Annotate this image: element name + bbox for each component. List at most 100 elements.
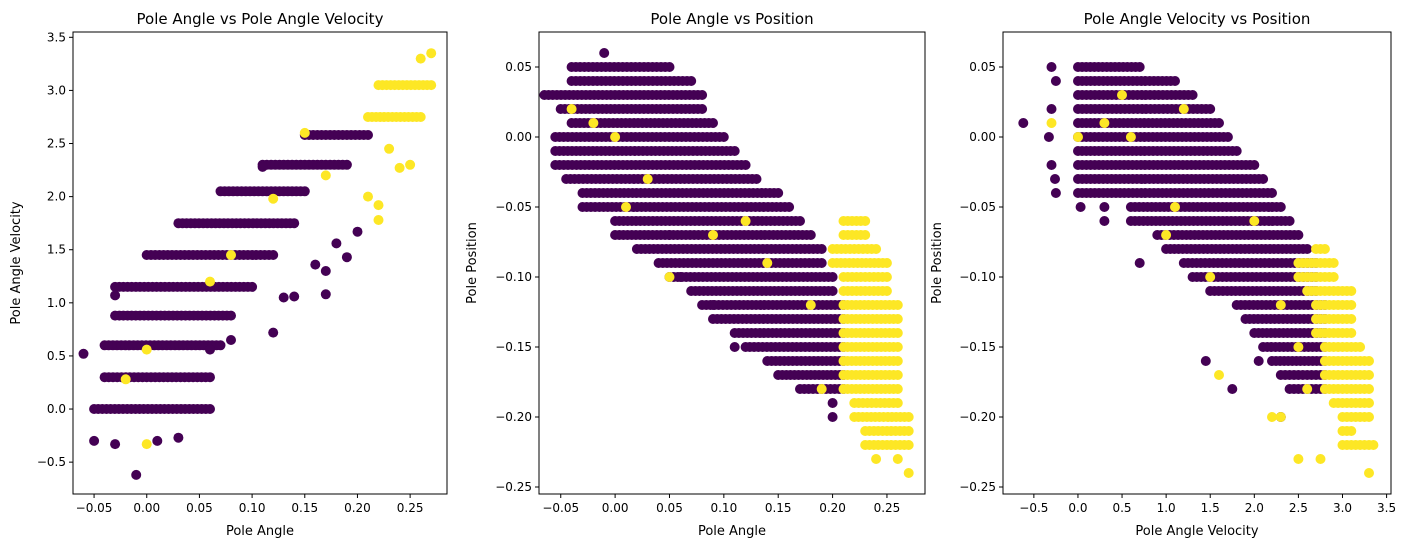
point-class-1-band10-10 bbox=[1364, 384, 1374, 394]
point-class-0-band3-28 bbox=[226, 310, 236, 321]
point-class-1-2 bbox=[903, 468, 914, 478]
point-class-1-3 bbox=[373, 200, 384, 211]
point-class-0-band9-47 bbox=[773, 188, 784, 198]
point-class-1-band12-6 bbox=[1364, 412, 1374, 422]
y-tick-label: −0.10 bbox=[495, 270, 532, 284]
x-tick-label: 2.5 bbox=[1289, 501, 1308, 515]
point-class-1-1 bbox=[1315, 454, 1326, 464]
x-axis-label-2: Pole Angle bbox=[698, 524, 766, 539]
x-tick-label: 1.5 bbox=[1201, 501, 1220, 515]
subplot-angle-vs-velocity: Pole Angle vs Pole Angle Velocity Pole A… bbox=[9, 10, 448, 539]
y-tick-label: −0.05 bbox=[495, 200, 532, 214]
point-class-0-band12-47 bbox=[805, 230, 816, 240]
ticks-layer-2: −0.05 0.00 0.05 0.10 0.15 0.20 0.25 −0.25 −0.20 −… bbox=[495, 60, 900, 515]
x-tick-label: 0.10 bbox=[239, 501, 266, 515]
y-axis-label-1: Pole Angle Velocity bbox=[9, 201, 24, 325]
x-tick-label: 0.00 bbox=[133, 501, 160, 515]
point-class-0-7 bbox=[1050, 188, 1061, 198]
point-class-0-band7-42 bbox=[1249, 160, 1260, 170]
x-tick-label: 0.5 bbox=[1112, 501, 1131, 515]
x-tick-label: 0.20 bbox=[819, 501, 846, 515]
point-class-1-band14-13 bbox=[903, 412, 914, 422]
point-class-1-3 bbox=[1267, 412, 1277, 422]
point-class-0-band13-44 bbox=[816, 244, 827, 254]
point-class-1-8 bbox=[1099, 118, 1110, 128]
y-tick-label: −0.5 bbox=[37, 455, 66, 469]
point-class-1-band11-8 bbox=[1364, 398, 1374, 408]
point-class-1-11 bbox=[1161, 230, 1172, 240]
point-class-1-band9-13 bbox=[892, 342, 903, 352]
point-class-1-7 bbox=[1073, 132, 1083, 142]
point-class-1-13 bbox=[762, 258, 773, 268]
y-tick-label: 2.0 bbox=[47, 190, 66, 204]
point-class-0-10 bbox=[278, 292, 289, 303]
point-class-0-band0-28 bbox=[205, 404, 215, 414]
y-tick-label: 0.05 bbox=[505, 60, 532, 74]
point-class-0-3 bbox=[827, 412, 838, 422]
x-tick-label: 0.05 bbox=[186, 501, 213, 515]
point-class-0-band13-34 bbox=[1302, 244, 1313, 254]
point-class-0-band6-28 bbox=[289, 218, 300, 229]
point-class-0-2 bbox=[708, 300, 718, 310]
x-axis-label-3: Pole Angle Velocity bbox=[1135, 524, 1259, 539]
x-tick-label: 0.15 bbox=[291, 501, 318, 515]
point-class-1-band3-13 bbox=[881, 258, 892, 268]
point-class-1-8 bbox=[740, 216, 751, 226]
point-class-0-14 bbox=[320, 266, 331, 276]
point-class-1-band10-13 bbox=[892, 356, 903, 366]
point-class-1-0 bbox=[141, 439, 152, 450]
point-class-1-13 bbox=[141, 344, 152, 355]
point-class-0-8 bbox=[226, 335, 236, 345]
point-class-1-10 bbox=[226, 250, 236, 260]
point-class-1-7 bbox=[415, 53, 426, 64]
ticks-layer-1: −0.05 0.00 0.05 0.10 0.15 0.20 0.25 −0.5 0.0 0.5 1… bbox=[37, 30, 424, 515]
point-class-1-5 bbox=[1214, 370, 1224, 380]
y-tick-label: 0.05 bbox=[969, 60, 996, 74]
y-axis-label-3: Pole Position bbox=[930, 222, 945, 304]
point-class-0-band5-36 bbox=[1222, 132, 1233, 142]
x-tick-label: 0.0 bbox=[1068, 501, 1087, 515]
x-tick-label: 0.25 bbox=[874, 501, 901, 515]
y-tick-label: −0.25 bbox=[495, 480, 532, 494]
point-class-1-4 bbox=[621, 202, 631, 212]
y-tick-label: 0.00 bbox=[969, 130, 996, 144]
point-class-0-band11-38 bbox=[1284, 216, 1295, 226]
point-class-0-band14-39 bbox=[816, 258, 827, 268]
point-class-1-13 bbox=[1117, 90, 1127, 100]
point-class-1-18 bbox=[1302, 384, 1313, 394]
point-class-1-5 bbox=[642, 174, 653, 184]
point-class-0-15 bbox=[310, 259, 321, 270]
point-class-0-band12-34 bbox=[1293, 230, 1304, 240]
point-class-0-0 bbox=[599, 48, 610, 58]
y-tick-label: −0.05 bbox=[959, 200, 996, 214]
y-tick-label: 1.5 bbox=[47, 243, 66, 257]
point-class-1-band15-10 bbox=[903, 426, 914, 436]
y-tick-label: −0.15 bbox=[495, 340, 532, 354]
ticks-layer-3: −0.5 0.0 0.5 1.0 1.5 2.0 2.5 3.0 3.5 −0.25 −0.20 −0… bbox=[959, 60, 1396, 515]
x-tick-label: 0.20 bbox=[344, 501, 371, 515]
plot-title-3: Pole Angle Velocity vs Position bbox=[1084, 10, 1311, 28]
plot-title-2: Pole Angle vs Position bbox=[650, 10, 813, 28]
point-class-0-5 bbox=[78, 348, 89, 359]
point-class-0-11 bbox=[289, 291, 300, 302]
x-tick-label: 0.15 bbox=[765, 501, 792, 515]
point-class-1-band8-13 bbox=[892, 328, 903, 338]
point-class-1-1 bbox=[363, 191, 373, 202]
point-class-0-band5-40 bbox=[718, 132, 729, 142]
point-class-1-2 bbox=[1364, 468, 1374, 478]
point-class-0-12 bbox=[1200, 356, 1211, 366]
point-class-1-6 bbox=[566, 104, 577, 114]
point-class-1-15 bbox=[1249, 216, 1260, 226]
point-class-1-6 bbox=[1046, 118, 1057, 128]
point-class-1-band1-13 bbox=[426, 80, 437, 91]
y-tick-label: −0.25 bbox=[959, 480, 996, 494]
point-class-0-band7-20 bbox=[299, 186, 310, 197]
point-class-0-6 bbox=[675, 272, 686, 282]
point-class-0-band6-43 bbox=[729, 146, 740, 156]
y-tick-label: −0.20 bbox=[495, 410, 532, 424]
subplot-velocity-vs-position: Pole Angle Velocity vs Position Pole Ang… bbox=[930, 10, 1396, 539]
point-class-1-4 bbox=[1275, 412, 1286, 422]
x-tick-label: 1.0 bbox=[1157, 501, 1176, 515]
point-class-1-9 bbox=[1125, 132, 1136, 142]
